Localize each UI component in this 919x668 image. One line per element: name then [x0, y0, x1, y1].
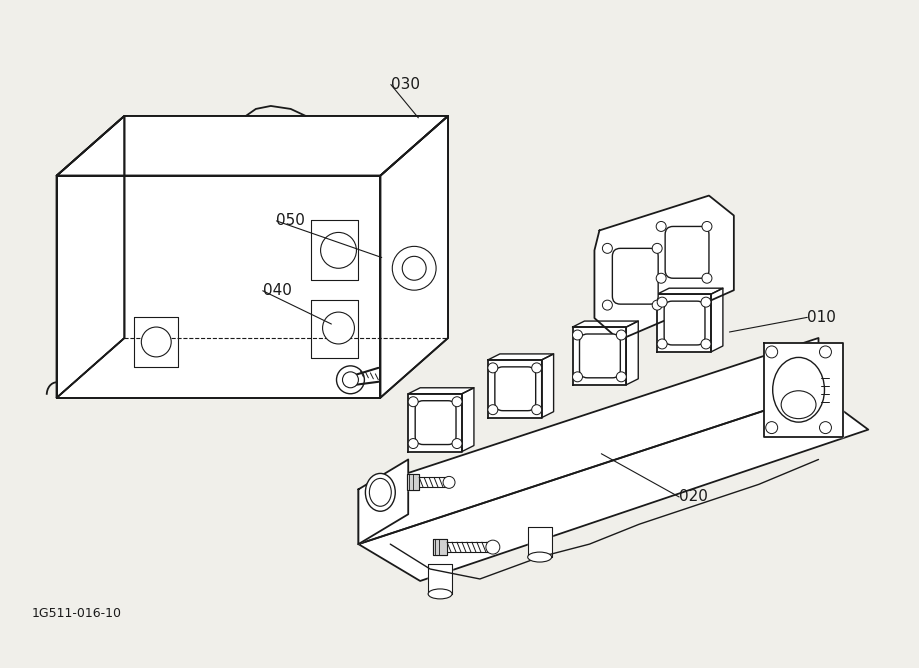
Ellipse shape	[528, 552, 551, 562]
Text: 050: 050	[277, 213, 305, 228]
Circle shape	[486, 540, 500, 554]
Circle shape	[573, 330, 583, 340]
Text: 030: 030	[391, 77, 420, 92]
Circle shape	[336, 366, 365, 393]
Polygon shape	[462, 388, 474, 452]
Polygon shape	[488, 360, 541, 418]
Circle shape	[532, 405, 541, 415]
FancyBboxPatch shape	[612, 248, 658, 304]
Circle shape	[452, 397, 462, 407]
Polygon shape	[541, 354, 553, 418]
Circle shape	[702, 273, 712, 283]
FancyBboxPatch shape	[580, 334, 620, 378]
FancyBboxPatch shape	[494, 367, 536, 411]
Circle shape	[142, 327, 171, 357]
Circle shape	[701, 297, 711, 307]
Circle shape	[652, 243, 663, 253]
Polygon shape	[528, 527, 551, 557]
Circle shape	[820, 346, 832, 358]
Polygon shape	[595, 196, 734, 340]
Circle shape	[323, 312, 355, 344]
Polygon shape	[380, 116, 448, 397]
Circle shape	[656, 273, 666, 283]
Polygon shape	[488, 354, 553, 360]
Circle shape	[657, 339, 667, 349]
Text: 1G511-016-10: 1G511-016-10	[32, 607, 122, 621]
Circle shape	[443, 476, 455, 488]
Circle shape	[617, 330, 627, 340]
Circle shape	[820, 422, 832, 434]
Circle shape	[408, 397, 418, 407]
Text: 010: 010	[807, 310, 836, 325]
Circle shape	[701, 339, 711, 349]
Polygon shape	[657, 294, 711, 352]
Polygon shape	[57, 176, 380, 397]
Circle shape	[766, 422, 777, 434]
Ellipse shape	[428, 589, 452, 599]
Circle shape	[343, 372, 358, 388]
FancyBboxPatch shape	[664, 301, 705, 345]
Text: 020: 020	[679, 490, 708, 504]
Circle shape	[488, 405, 498, 415]
Circle shape	[602, 300, 612, 310]
Circle shape	[766, 346, 777, 358]
Circle shape	[656, 222, 666, 231]
Circle shape	[702, 222, 712, 231]
Polygon shape	[57, 116, 124, 397]
Circle shape	[652, 300, 663, 310]
Polygon shape	[433, 539, 447, 555]
Circle shape	[403, 257, 426, 280]
Polygon shape	[408, 388, 474, 393]
Polygon shape	[358, 460, 408, 544]
Ellipse shape	[366, 474, 395, 511]
Polygon shape	[573, 321, 639, 327]
Polygon shape	[711, 288, 723, 352]
Ellipse shape	[781, 391, 816, 419]
Polygon shape	[57, 116, 448, 176]
Polygon shape	[573, 327, 627, 385]
Circle shape	[408, 439, 418, 448]
Text: 040: 040	[263, 283, 291, 298]
Polygon shape	[358, 393, 868, 581]
FancyBboxPatch shape	[415, 401, 456, 444]
Polygon shape	[627, 321, 639, 385]
Polygon shape	[407, 474, 419, 490]
Polygon shape	[657, 288, 723, 294]
Circle shape	[488, 363, 498, 373]
Polygon shape	[764, 343, 844, 437]
Circle shape	[321, 232, 357, 269]
Circle shape	[532, 363, 541, 373]
Circle shape	[657, 297, 667, 307]
FancyBboxPatch shape	[665, 226, 709, 279]
Circle shape	[573, 372, 583, 382]
Ellipse shape	[369, 478, 391, 506]
Polygon shape	[358, 338, 819, 544]
Ellipse shape	[773, 357, 824, 422]
Circle shape	[617, 372, 627, 382]
Polygon shape	[408, 393, 462, 452]
Circle shape	[602, 243, 612, 253]
Circle shape	[452, 439, 462, 448]
Polygon shape	[428, 564, 452, 594]
Circle shape	[392, 246, 437, 290]
